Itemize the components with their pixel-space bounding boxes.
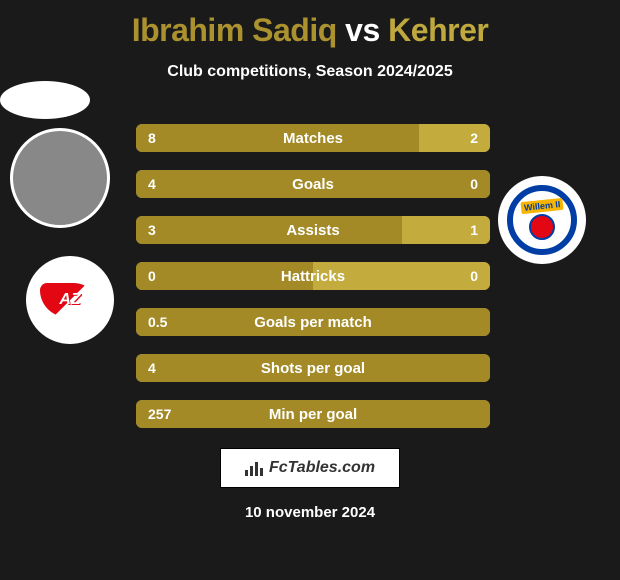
stat-value-right: 1: [470, 222, 478, 238]
stat-value-left: 257: [148, 406, 171, 422]
stat-bar-left: [136, 216, 402, 244]
willem-center: [529, 214, 555, 240]
stat-label: Shots per goal: [261, 360, 365, 377]
stat-row: 3 Assists 1: [136, 216, 490, 244]
stat-label: Min per goal: [269, 406, 357, 423]
stat-row: 8 Matches 2: [136, 124, 490, 152]
stat-value-right: 2: [470, 130, 478, 146]
stat-label: Goals per match: [254, 314, 372, 331]
stat-row: 257 Min per goal: [136, 400, 490, 428]
willem-logo: Willem II: [507, 185, 577, 255]
stat-label: Matches: [283, 130, 343, 147]
stat-value-left: 8: [148, 130, 156, 146]
stats-container: 8 Matches 2 4 Goals 0 3 Assists 1 0 Hattricks 0 0.5 G…: [136, 124, 490, 446]
stat-value-right: 0: [470, 176, 478, 192]
player2-avatar: [0, 81, 90, 119]
stat-row: 0.5 Goals per match: [136, 308, 490, 336]
stat-value-left: 0: [148, 268, 156, 284]
stat-value-left: 0.5: [148, 314, 167, 330]
stat-row: 4 Shots per goal: [136, 354, 490, 382]
title-player2: Kehrer: [388, 12, 488, 48]
az-logo: AZ: [40, 283, 100, 317]
club-left-badge: AZ: [26, 256, 114, 344]
stat-label: Hattricks: [281, 268, 345, 285]
stat-bar-right: [419, 124, 490, 152]
title-player1: Ibrahim Sadiq: [132, 12, 337, 48]
subtitle: Club competitions, Season 2024/2025: [0, 63, 620, 81]
stat-row: 4 Goals 0: [136, 170, 490, 198]
stat-label: Goals: [292, 176, 334, 193]
title-vs: vs: [345, 12, 380, 48]
club-right-badge: Willem II: [498, 176, 586, 264]
stat-label: Assists: [286, 222, 339, 239]
stat-row: 0 Hattricks 0: [136, 262, 490, 290]
page-title: Ibrahim Sadiq vs Kehrer: [0, 0, 620, 49]
chart-icon: [245, 460, 265, 476]
footer-brand-text: FcTables.com: [269, 459, 375, 477]
stat-value-right: 0: [470, 268, 478, 284]
footer-date: 10 november 2024: [0, 504, 620, 521]
stat-bar-left: [136, 124, 419, 152]
willem-label: Willem II: [520, 198, 563, 214]
stat-value-left: 3: [148, 222, 156, 238]
footer-brand[interactable]: FcTables.com: [220, 448, 400, 488]
stat-value-left: 4: [148, 176, 156, 192]
player1-avatar: [10, 128, 110, 228]
stat-value-left: 4: [148, 360, 156, 376]
